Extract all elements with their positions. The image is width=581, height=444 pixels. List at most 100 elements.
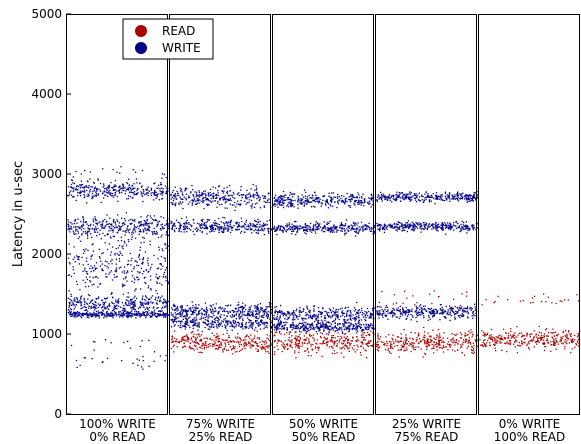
data-point-write-p1-b2-122 xyxy=(205,313,208,316)
data-point-write-p0-b4-177 xyxy=(69,313,72,316)
data-point-write-p1-b0-259 xyxy=(180,190,182,192)
data-point-write-p0-b4-72 xyxy=(78,312,81,314)
data-point-write-p2-b0-244 xyxy=(278,202,280,204)
data-point-write-p0-b1-290 xyxy=(123,222,125,224)
data-point-read-p4-b0-88 xyxy=(535,336,538,338)
data-point-write-p0-b2-152 xyxy=(75,233,77,235)
data-point-write-p0-b0-124 xyxy=(158,199,160,201)
data-point-write-p0-b4-142 xyxy=(153,311,155,313)
data-point-write-p0-b3-141 xyxy=(134,299,136,302)
data-point-write-p2-b1-102 xyxy=(297,229,299,232)
data-point-write-p0-b2-304 xyxy=(165,280,167,282)
data-point-write-p0-b2-129 xyxy=(149,275,152,277)
data-point-write-p1-b3-205 xyxy=(211,320,214,322)
data-point-write-p1-b0-154 xyxy=(210,201,212,203)
data-point-write-p0-b0-15 xyxy=(142,200,144,203)
data-point-write-p1-b0-176 xyxy=(173,203,175,205)
data-point-write-p0-b2-245 xyxy=(119,251,121,253)
data-point-write-p0-b4-118 xyxy=(151,313,153,315)
data-point-read-p3-b0-72 xyxy=(397,341,400,343)
data-point-read-p1-b0-131 xyxy=(257,345,259,347)
data-point-read-p2-b0-110 xyxy=(327,341,329,343)
data-point-read-p3-b0-254 xyxy=(436,334,438,336)
data-point-write-p1-b2-133 xyxy=(234,311,236,313)
data-point-read-p3-b0-10 xyxy=(449,346,451,348)
data-point-write-p0-b2-154 xyxy=(94,267,96,269)
data-point-write-p1-b1-35 xyxy=(235,228,237,231)
data-point-write-p1-b1-86 xyxy=(190,229,192,231)
data-point-write-p1-b0-282 xyxy=(229,203,231,205)
data-point-read-p3-b0-19 xyxy=(472,352,474,355)
data-point-write-p0-b2-143 xyxy=(150,288,152,290)
data-point-write-p1-b3-293 xyxy=(187,317,190,319)
data-point-write-p2-b0-126 xyxy=(305,191,307,193)
data-point-write-p1-b3-318 xyxy=(217,324,220,327)
data-point-write-p0-b4-272 xyxy=(164,314,167,316)
data-point-write-p0-b2-29 xyxy=(167,245,170,247)
data-point-write-p2-b1-52 xyxy=(304,227,307,229)
data-point-write-p1-b3-79 xyxy=(170,326,173,328)
data-point-write-p0-b1-124 xyxy=(107,233,109,235)
data-point-write-p0-b1-119 xyxy=(159,228,162,230)
data-point-read-p4-b0-144 xyxy=(485,342,488,344)
data-point-write-p0-b1-137 xyxy=(106,223,108,225)
data-point-read-p2-b0-216 xyxy=(277,348,279,351)
data-point-write-p0-b0-278 xyxy=(162,188,164,190)
data-point-write-p0-b2-32 xyxy=(111,292,113,294)
data-point-write-p0-b4-294 xyxy=(123,314,125,316)
data-point-write-p1-b2-172 xyxy=(257,304,259,306)
data-point-write-p0-b4-316 xyxy=(151,315,153,317)
data-point-write-p1-b0-262 xyxy=(210,188,212,190)
data-point-write-p0-b0-192 xyxy=(94,186,97,188)
data-point-write-p0-b2-83 xyxy=(118,244,121,247)
data-point-write-p2-b0-291 xyxy=(278,204,281,206)
data-point-write-p0-b1-150 xyxy=(106,214,108,216)
data-point-write-p2-b1-170 xyxy=(364,225,366,227)
data-point-write-p1-b1-271 xyxy=(236,228,239,231)
data-point-write-p0-b1-308 xyxy=(116,219,118,221)
data-point-read-p1-b0-107 xyxy=(248,342,250,345)
data-point-write-p0-b4-25 xyxy=(139,313,142,315)
data-point-read-p2-b0-145 xyxy=(343,336,345,338)
data-point-write-p0-b2-56 xyxy=(141,273,144,275)
data-point-write-p1-b3-228 xyxy=(231,329,233,331)
data-point-write-p1-b2-88 xyxy=(176,306,179,308)
data-point-read-p2-b0-56 xyxy=(362,336,364,338)
data-point-write-p0-b2-135 xyxy=(165,277,167,279)
data-point-write-p0-b2-221 xyxy=(88,285,90,288)
data-point-write-p2-b1-9 xyxy=(349,225,351,227)
data-point-write-p1-b2-6 xyxy=(208,314,210,316)
data-point-read-p2-b0-121 xyxy=(338,341,340,343)
data-point-write-p0-b1-309 xyxy=(111,223,113,225)
data-point-write-p1-b0-216 xyxy=(262,195,264,197)
data-point-write-p1-b1-154 xyxy=(244,227,246,229)
data-point-read-p2-b0-295 xyxy=(323,342,325,345)
data-point-write-p1-b1-109 xyxy=(239,225,241,228)
data-point-read-p4-b0-254 xyxy=(538,337,540,340)
data-point-write-p0-b4-296 xyxy=(72,313,74,315)
data-point-write-p1-b2-76 xyxy=(265,308,267,310)
data-point-write-p2-b2-147 xyxy=(327,314,329,317)
data-point-write-p0-b1-295 xyxy=(110,223,112,226)
data-point-write-p1-b0-140 xyxy=(225,200,227,202)
data-point-write-p0-b0-83 xyxy=(140,191,142,193)
data-point-write-p1-b0-186 xyxy=(257,196,260,199)
data-point-write-p0-b2-294 xyxy=(76,283,78,286)
data-point-read-p2-b0-157 xyxy=(299,337,302,339)
data-point-write-p1-b1-276 xyxy=(206,227,209,229)
data-point-read-p4-b0-263 xyxy=(507,332,510,335)
data-point-write-p0-b4-89 xyxy=(93,313,95,315)
data-point-write-p0-b2-173 xyxy=(115,263,117,265)
data-point-write-p0-b2-12 xyxy=(141,263,144,265)
data-point-write-p2-b2-151 xyxy=(292,313,294,315)
data-point-write-p1-b3-35 xyxy=(180,320,182,323)
data-point-read-p3-b0-240 xyxy=(401,344,403,347)
data-point-write-p0-b1-211 xyxy=(156,225,158,228)
data-point-write-p0-b1-200 xyxy=(91,228,93,230)
data-point-write-p0-b4-53 xyxy=(111,313,113,315)
data-point-write-p0-b1-283 xyxy=(70,225,72,228)
data-point-write-p1-b3-246 xyxy=(228,320,230,322)
data-point-write-p0-b3-204 xyxy=(92,302,94,305)
data-point-read-p1-b0-115 xyxy=(255,340,257,343)
data-point-write-p1-b2-132 xyxy=(242,307,245,309)
